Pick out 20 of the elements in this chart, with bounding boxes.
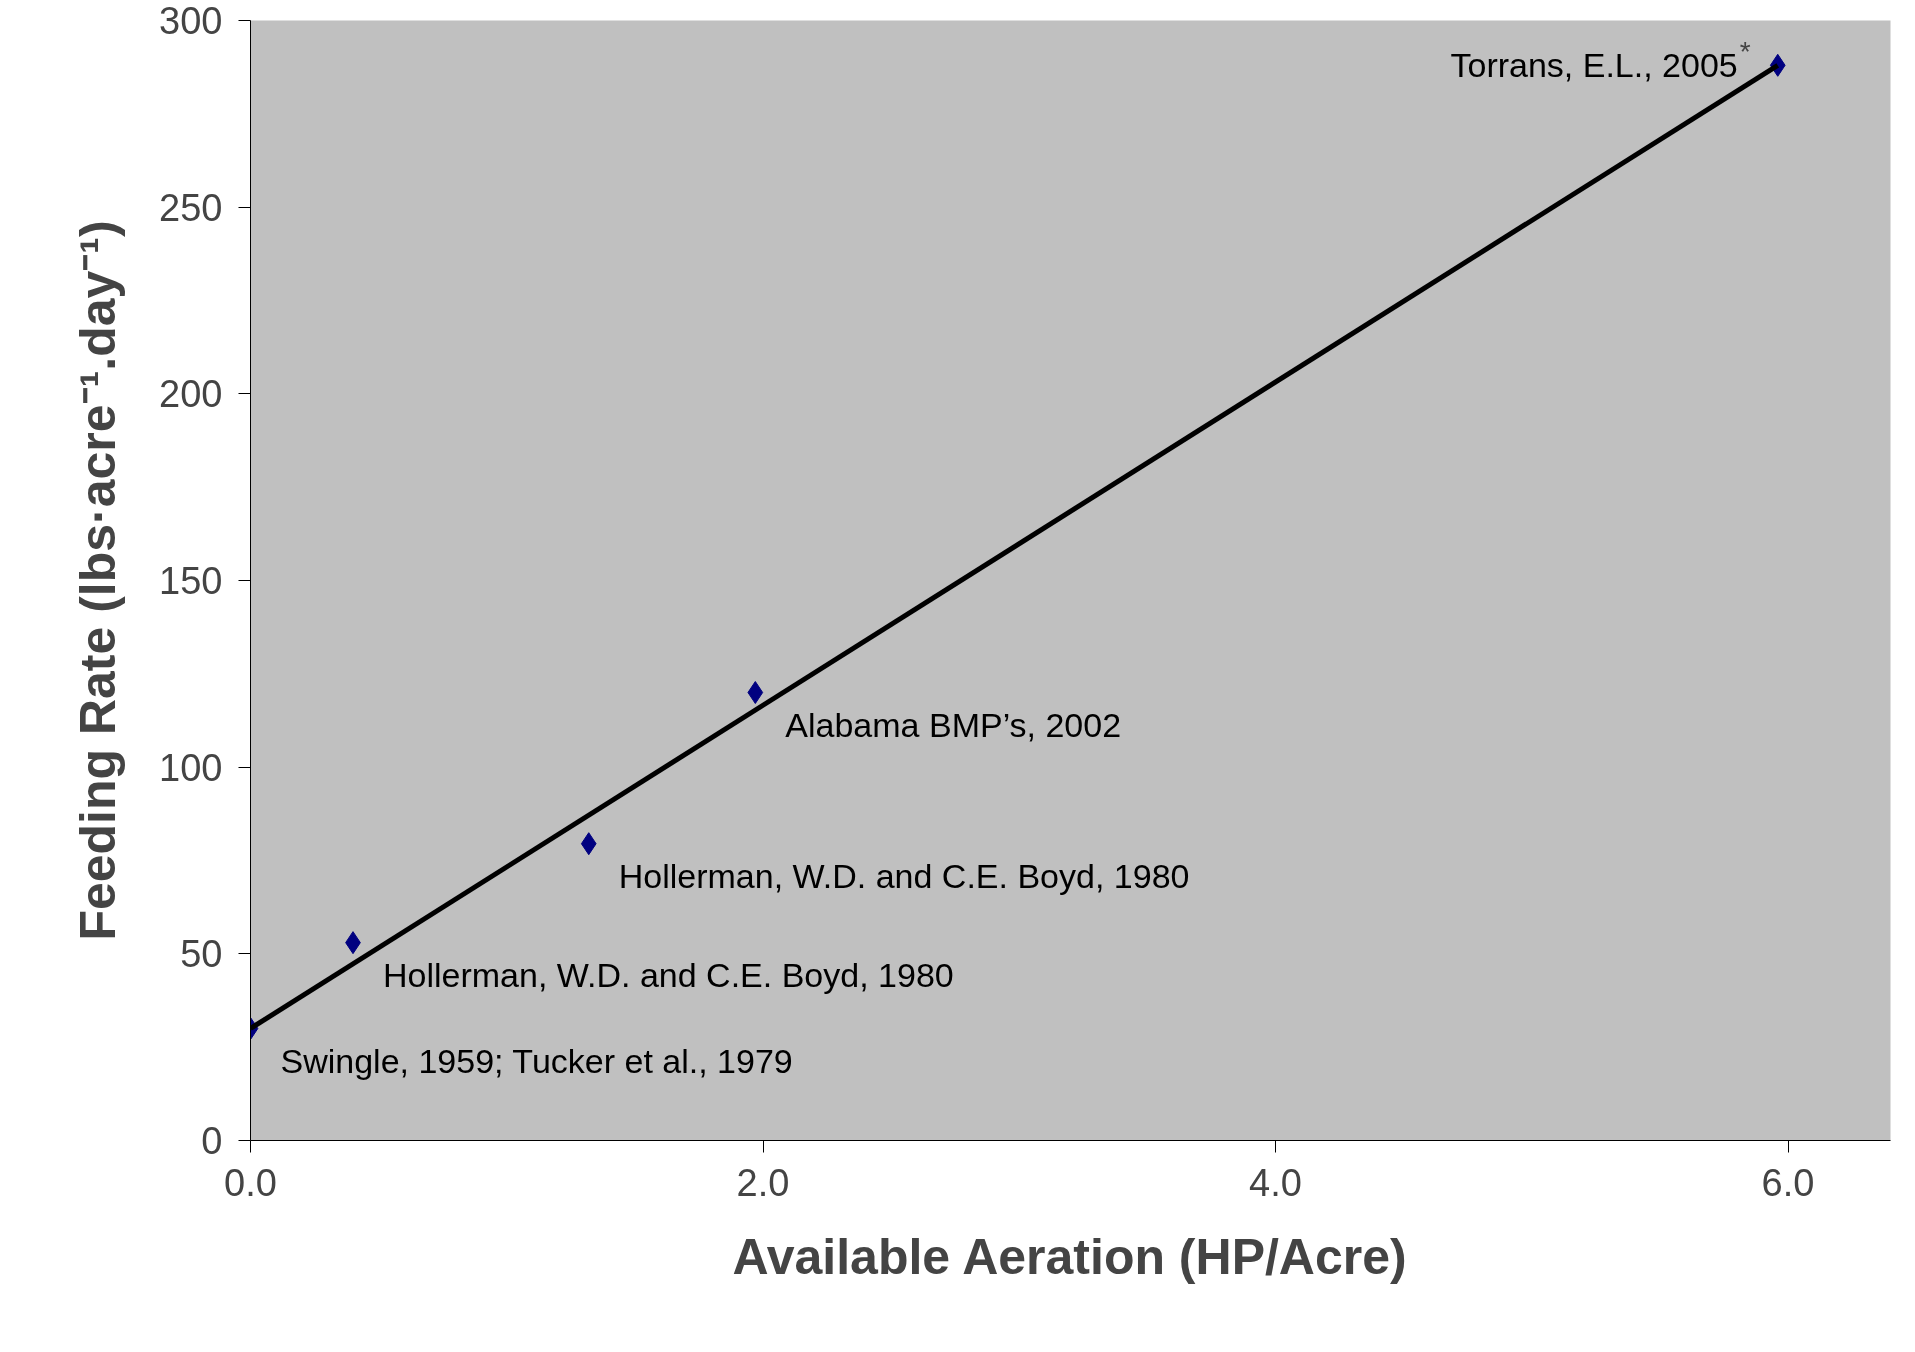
y-tick-label: 100: [159, 746, 223, 789]
annotation: Hollerman, W.D. and C.E. Boyd, 1980: [383, 955, 954, 994]
y-tick-label: 150: [159, 560, 223, 602]
x-tick-label: 2.0: [736, 1161, 790, 1204]
y-tick-label: 250: [159, 186, 223, 229]
x-tick-label: 6.0: [1761, 1161, 1815, 1204]
point: [747, 681, 764, 704]
annotation: Hollerman, W.D. and C.E. Boyd, 1980: [618, 856, 1190, 895]
y-tick-label: 300: [159, 0, 223, 42]
y-tick-label: 0: [201, 1120, 223, 1162]
x-tick-label: 4.0: [1249, 1161, 1302, 1204]
y-axis-title: Feeding Rate (lbs·acre⁻¹.day⁻¹): [70, 220, 127, 941]
annotation: Swingle, 1959; Tucker et al., 1979: [280, 1041, 793, 1080]
point: [580, 832, 597, 856]
annotation: Torrans, E.L., 2005*: [1450, 35, 1751, 85]
y-tick-label: 50: [180, 933, 223, 976]
annotation: Alabama BMP’s, 2002: [785, 705, 1122, 744]
y-tick-label: 200: [159, 373, 223, 416]
x-axis-title: Available Aeration (HP/Acre): [732, 1228, 1407, 1285]
x-tick-label: 0.0: [224, 1161, 277, 1204]
